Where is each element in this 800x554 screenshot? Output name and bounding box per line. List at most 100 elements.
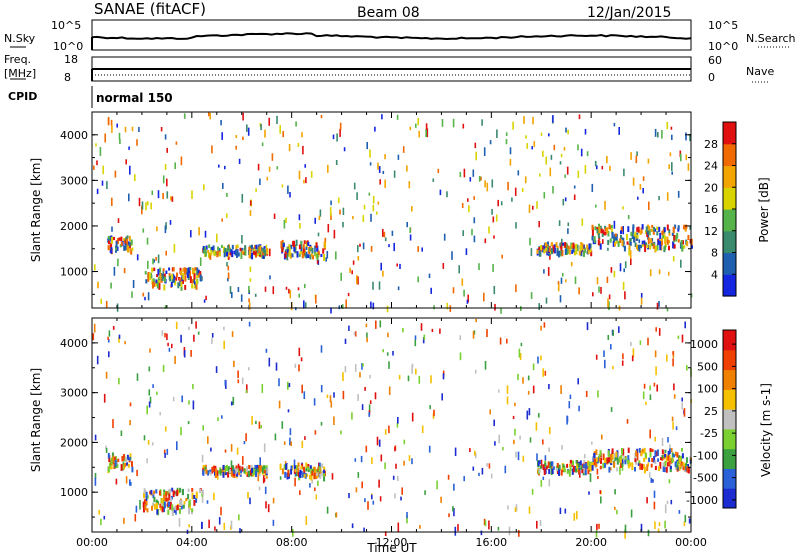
echo-cell (629, 238, 632, 245)
echo-cell (316, 253, 319, 261)
echo-cell (610, 454, 613, 462)
echo-cell (484, 361, 487, 370)
echo-cell (340, 430, 342, 435)
echo-cell (180, 270, 183, 276)
echo-cell (654, 436, 656, 442)
echo-cell (578, 469, 580, 475)
echo-cell (393, 242, 395, 252)
echo-cell (176, 272, 178, 278)
echo-cell (678, 510, 681, 514)
echo-cell (134, 174, 136, 182)
echo-cell (369, 400, 372, 404)
echo-cell (636, 234, 639, 239)
echo-cell (297, 472, 300, 477)
echo-cell (272, 286, 275, 295)
echo-cell (666, 192, 669, 201)
echo-cell (666, 224, 669, 231)
echo-cell (320, 253, 323, 258)
echo-cell (124, 126, 127, 133)
echo-cell (363, 527, 365, 533)
echo-cell (260, 123, 262, 131)
echo-cell (342, 390, 345, 400)
echo-cell (620, 454, 623, 459)
echo-cell (613, 461, 616, 468)
echo-cell (301, 463, 304, 468)
echo-cell (248, 251, 251, 259)
echo-cell (303, 391, 306, 399)
echo-cell (630, 258, 632, 266)
echo-cell (483, 292, 485, 302)
echo-cell (173, 243, 176, 253)
echo-cell (103, 515, 106, 520)
echo-cell (372, 281, 374, 290)
echo-cell (222, 465, 225, 471)
echo-cell (494, 441, 496, 446)
echo-cell (353, 182, 356, 190)
echo-cell (564, 197, 567, 202)
echo-cell (650, 463, 653, 468)
echo-cell (540, 245, 543, 251)
echo-cell (249, 210, 252, 216)
echo-cell (105, 371, 108, 379)
echo-cell (163, 273, 166, 277)
echo-cell (620, 235, 622, 240)
echo-cell (285, 463, 288, 470)
echo-cell (509, 147, 512, 155)
echo-cell (232, 396, 235, 405)
echo-cell (191, 267, 194, 275)
echo-cell (536, 201, 538, 209)
echo-cell (284, 251, 287, 258)
echo-cell (621, 448, 623, 455)
echo-cell (472, 331, 475, 339)
echo-cell (282, 131, 284, 138)
echo-cell (561, 467, 564, 471)
echo-cell (649, 244, 652, 250)
echo-cell (193, 273, 196, 280)
echo-cell (552, 466, 555, 470)
echo-cell (267, 504, 270, 513)
echo-cell (539, 465, 542, 469)
echo-cell (142, 292, 145, 297)
echo-cell (118, 132, 121, 140)
echo-cell (306, 473, 309, 477)
echo-cell (99, 147, 102, 156)
echo-cell (105, 445, 107, 450)
echo-cell (268, 117, 270, 126)
echo-cell (251, 253, 254, 260)
echo-cell (682, 466, 685, 471)
echo-cell (512, 415, 515, 420)
echo-cell (344, 366, 347, 373)
echo-cell (649, 269, 652, 277)
echo-cell (561, 238, 563, 248)
echo-cell (248, 465, 251, 470)
echo-cell (190, 230, 192, 238)
echo-cell (575, 468, 578, 473)
echo-cell (394, 446, 396, 452)
echo-cell (681, 245, 684, 252)
echo-cell (419, 525, 421, 529)
echo-cell (317, 251, 320, 255)
echo-cell (224, 379, 227, 386)
echo-cell (646, 464, 649, 472)
echo-cell (271, 153, 274, 161)
echo-cell (272, 497, 275, 504)
echo-cell (612, 330, 614, 336)
echo-cell (609, 467, 612, 471)
echo-cell (610, 460, 613, 464)
echo-cell (245, 389, 248, 394)
echo-cell (227, 277, 229, 282)
echo-cell (269, 248, 271, 257)
echo-cell (433, 409, 435, 417)
echo-cell (228, 247, 231, 252)
echo-cell (305, 516, 308, 525)
echo-cell (382, 349, 384, 353)
echo-cell (577, 144, 579, 151)
echo-cell (401, 487, 403, 495)
echo-cell (183, 501, 186, 505)
echo-cell (208, 244, 211, 249)
echo-cell (640, 244, 642, 249)
echo-cell (330, 213, 332, 220)
echo-cell (488, 463, 491, 469)
